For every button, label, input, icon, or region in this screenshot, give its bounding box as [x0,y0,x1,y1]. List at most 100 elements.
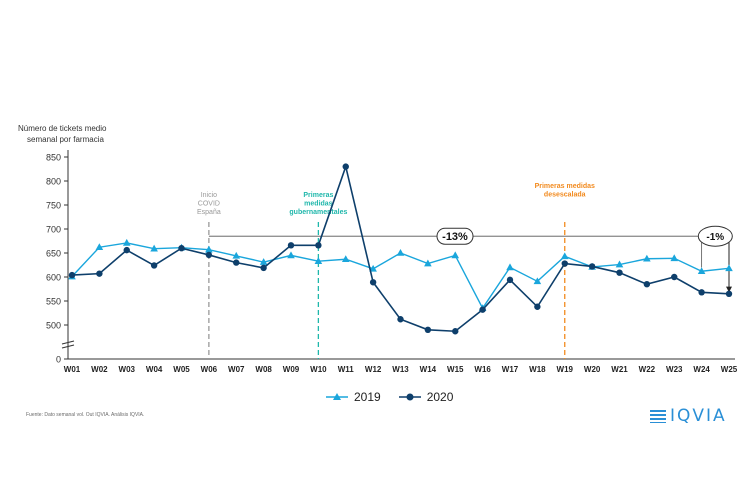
point-2020 [369,279,377,286]
iqvia-mark-icon [650,410,666,423]
x-tick-label: W02 [91,365,108,374]
annotations: Inicio COVID España Primeras medidas gubernam… [197,183,595,359]
x-tick-label: W17 [502,365,519,374]
point-2020 [616,269,623,276]
axis-break-mark [61,340,75,345]
x-tick-label: W03 [119,365,136,374]
annotation-label: Inicio COVID España [197,192,221,216]
point-2020 [123,246,130,254]
legend-triangle-icon [326,393,348,400]
x-tick-label: W09 [283,365,300,374]
x-tick-label: W21 [611,365,628,374]
legend-item-2020: 2020 [398,390,454,404]
point-2020 [534,303,541,310]
y-tick-label: 800 [46,177,61,187]
point-2020 [725,290,733,297]
axis-break-mark [61,344,75,349]
callouts: -13% -1% [208,225,733,293]
point-2019 [424,259,432,267]
x-tick-label: W05 [173,365,190,374]
x-tick-label: W18 [529,365,546,374]
y-tick-label: 600 [46,273,61,283]
x-tick-label: W25 [721,365,738,374]
x-tick-label: W23 [666,365,683,374]
x-tick-label: W13 [392,365,409,374]
x-tick-label: W12 [365,365,382,374]
x-tick-label: W11 [338,365,355,374]
point-2019 [287,251,295,259]
point-2020 [68,271,76,279]
callout-label: -13% [442,231,468,243]
point-2019 [95,243,104,251]
legend-label-2020: 2020 [426,390,454,404]
point-2020 [424,326,432,333]
callout-label: -1% [706,232,724,243]
iqvia-wordmark: IQVIA [670,406,727,426]
point-2020 [233,259,240,266]
point-2019 [205,245,213,253]
callout-badge [697,225,733,247]
x-tick-label: W04 [146,365,163,374]
y-tick-label: 550 [46,297,61,307]
x-tick-label: W20 [584,365,601,374]
x-tick-label: W15 [447,365,464,374]
point-2019 [314,257,323,264]
point-2019 [232,251,241,259]
legend-item-2019: 2019 [326,390,381,404]
point-2019 [615,260,624,268]
legend-circle-icon [398,393,421,401]
callout-arrowhead [726,286,732,293]
point-2019 [396,249,405,256]
point-2020 [150,262,158,269]
point-2020 [315,242,322,249]
y-tick-label: 750 [46,201,61,211]
source-note: Fuente: Dato semanal vol. Out IQVIA. Aná… [26,412,145,418]
annotation-label: Primeras medidas gubernamentales [289,192,347,216]
annotation-label: Primeras medidas desescalada [535,183,595,199]
point-2019 [697,267,706,275]
y-tick-label: 850 [46,153,61,163]
series-line-2020 [71,163,730,333]
x-tick-label: W01 [64,365,81,374]
point-2020 [205,251,213,259]
point-2019 [560,252,569,260]
point-2020 [671,273,678,281]
point-2019 [533,277,542,285]
point-2019 [369,264,377,272]
series-layer [68,163,733,335]
x-tick-label: W07 [228,365,245,374]
axes [61,150,735,360]
y-tick-label: 650 [46,249,61,259]
tick-labels: 0 500 550 600 650 700 750 800 850 W01 W02 W03 W04 W05… [46,153,738,375]
legend-label-2019: 2019 [354,390,381,404]
point-2020 [287,242,295,249]
point-2020 [506,276,514,284]
y-tick-label: 700 [46,225,61,235]
iqvia-logo: IQVIA [650,406,727,426]
point-2019 [506,263,514,271]
legend: 2019 2020 [326,390,453,404]
x-tick-label: W10 [310,365,327,374]
x-tick-label: W24 [693,365,710,374]
point-2020 [260,264,267,272]
point-2020 [397,316,404,323]
y-tick-label: 500 [46,321,61,331]
x-tick-label: W14 [420,365,437,374]
point-2019 [259,258,268,265]
point-2020 [588,263,596,270]
callout-badge [436,227,474,245]
point-2019 [451,251,460,259]
point-2019 [122,238,131,246]
x-tick-label: W08 [255,365,272,374]
x-tick-label: W19 [557,365,574,374]
y-axis-title-line1: Número de tickets medio [18,124,107,133]
x-tick-label: W16 [474,365,491,374]
y-axis-title-line2: semanal por farmacia [27,135,104,144]
point-2019 [150,244,158,252]
x-tick-label: W22 [639,365,656,374]
point-2020 [452,328,459,335]
point-2019 [670,254,679,262]
point-2020 [178,245,185,252]
point-2019 [643,254,651,262]
